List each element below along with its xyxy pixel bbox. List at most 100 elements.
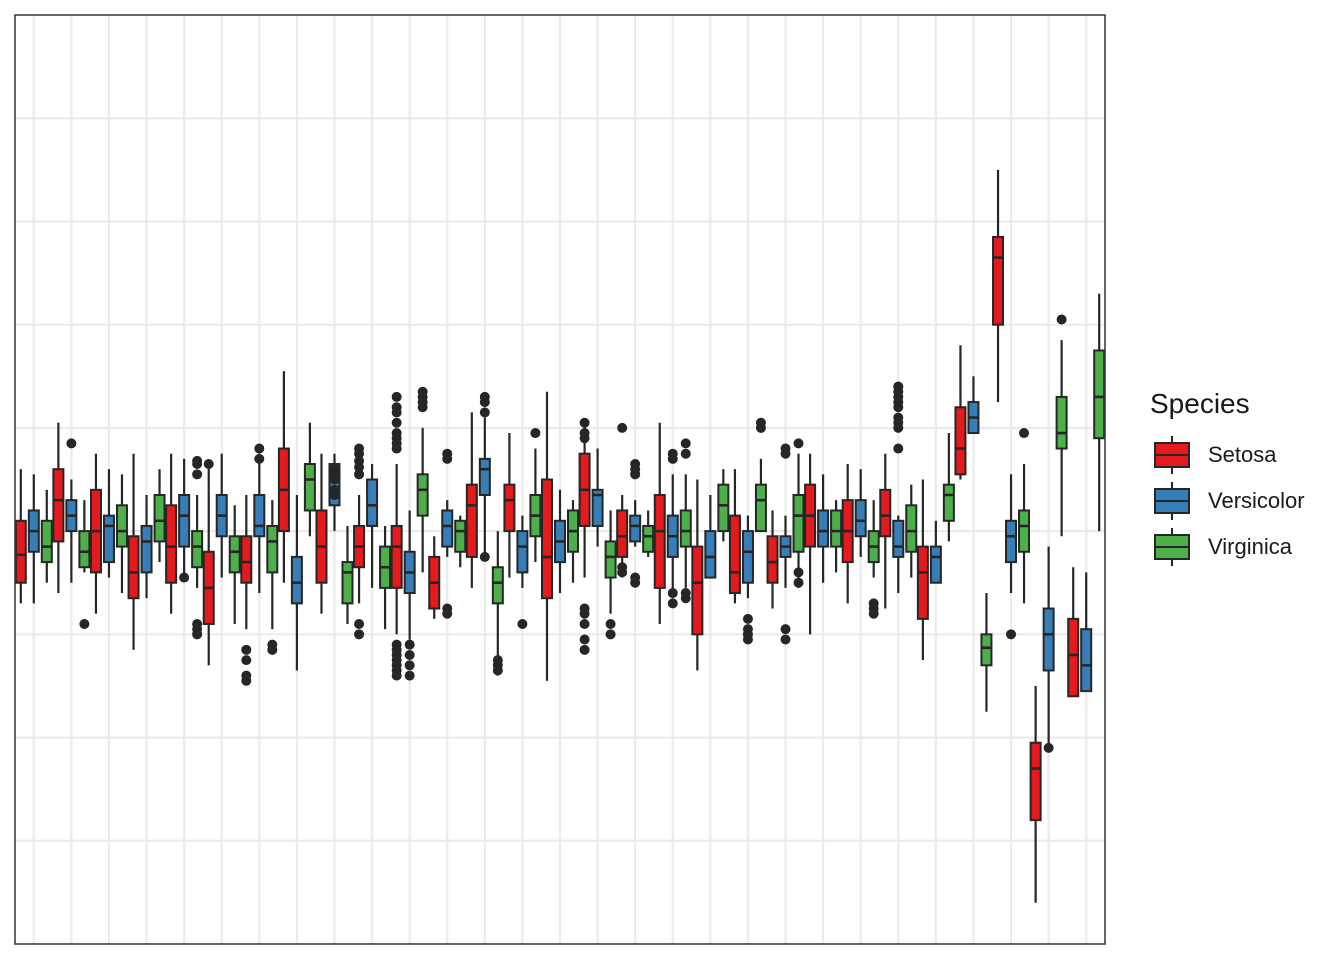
box-iqr (418, 474, 428, 515)
outlier-point (392, 392, 402, 402)
box-iqr (944, 485, 954, 521)
outlier-point (192, 456, 202, 466)
box-virginica-13 (493, 531, 503, 676)
box-setosa-14 (504, 433, 514, 578)
box-iqr (542, 480, 552, 599)
legend-key-versicolor (1154, 488, 1190, 514)
box-iqr (241, 536, 251, 582)
box-virginica-29 (1094, 294, 1104, 531)
box-iqr (79, 531, 89, 567)
outlier-point (681, 593, 691, 603)
outlier-point (580, 634, 590, 644)
box-versicolor-5 (179, 459, 189, 583)
box-setosa-22 (805, 454, 815, 635)
box-iqr (818, 510, 828, 546)
outlier-point (241, 645, 251, 655)
grid-lines (15, 15, 1105, 944)
box-virginica-24 (906, 485, 916, 578)
outlier-point (869, 598, 879, 608)
outlier-point (668, 588, 678, 598)
outlier-point (192, 629, 202, 639)
box-virginica-23 (869, 500, 879, 619)
box-virginica-7 (267, 500, 277, 655)
box-virginica-4 (155, 469, 165, 562)
legend-label: Versicolor (1208, 488, 1305, 514)
box-iqr (856, 500, 866, 536)
box-virginica-28 (1057, 315, 1067, 537)
box-iqr (794, 495, 804, 552)
outlier-point (442, 454, 452, 464)
box-iqr (104, 516, 114, 562)
box-setosa-26 (955, 345, 965, 479)
outlier-point (781, 624, 791, 634)
box-setosa-20 (730, 469, 740, 603)
outlier-point (241, 676, 251, 686)
box-iqr (192, 531, 202, 567)
outlier-point (329, 475, 339, 485)
outlier-point (254, 454, 264, 464)
box-iqr (467, 485, 477, 557)
box-setosa-18 (655, 423, 665, 624)
box-virginica-2 (79, 500, 89, 629)
box-iqr (606, 541, 616, 577)
outlier-point (530, 428, 540, 438)
box-iqr (166, 505, 176, 582)
box-versicolor-23 (856, 469, 866, 557)
box-iqr (230, 536, 240, 572)
box-versicolor-1 (29, 474, 39, 603)
box-setosa-21 (768, 510, 778, 608)
box-iqr (1019, 510, 1029, 551)
outlier-point (254, 444, 264, 454)
box-virginica-12 (455, 516, 465, 568)
outlier-point (580, 428, 590, 438)
box-versicolor-7 (254, 444, 264, 594)
outlier-point (392, 402, 402, 412)
box-iqr (1006, 521, 1016, 562)
box-versicolor-8 (292, 495, 302, 670)
outlier-point (580, 418, 590, 428)
box-virginica-1 (42, 490, 52, 583)
box-setosa-23 (843, 464, 853, 603)
legend: Species Setosa Versicolor Virginica (1148, 388, 1338, 570)
outlier-point (392, 444, 402, 454)
outlier-point (893, 423, 903, 433)
box-setosa-15 (542, 392, 552, 681)
outlier-point (405, 671, 415, 681)
box-setosa-4 (129, 454, 139, 650)
outlier-point (606, 619, 616, 629)
box-iqr (367, 480, 377, 526)
outlier-point (354, 619, 364, 629)
box-iqr (918, 547, 928, 619)
box-iqr (42, 521, 52, 562)
box-iqr (993, 237, 1003, 325)
box-setosa-12 (429, 536, 439, 619)
box-iqr (955, 407, 965, 474)
outlier-point (480, 552, 490, 562)
outlier-point (1044, 743, 1054, 753)
outlier-point (392, 671, 402, 681)
outlier-point (179, 573, 189, 583)
outlier-point (354, 444, 364, 454)
box-iqr (630, 516, 640, 542)
outlier-point (630, 459, 640, 469)
box-iqr (517, 531, 527, 572)
box-iqr (455, 521, 465, 552)
box-setosa-3 (91, 454, 101, 614)
box-setosa-27 (993, 170, 1003, 402)
box-setosa-7 (241, 495, 251, 686)
outlier-point (418, 387, 428, 397)
box-virginica-5 (192, 456, 202, 639)
box-setosa-2 (53, 423, 63, 593)
box-virginica-8 (305, 423, 315, 537)
box-iqr (981, 634, 991, 665)
outlier-point (893, 402, 903, 412)
box-virginica-20 (756, 418, 766, 531)
legend-label: Virginica (1208, 534, 1292, 560)
outlier-point (630, 578, 640, 588)
box-virginica-15 (568, 500, 578, 583)
legend-label: Setosa (1208, 442, 1277, 468)
outlier-point (79, 619, 89, 629)
box-virginica-11 (418, 387, 428, 573)
outlier-point (781, 444, 791, 454)
